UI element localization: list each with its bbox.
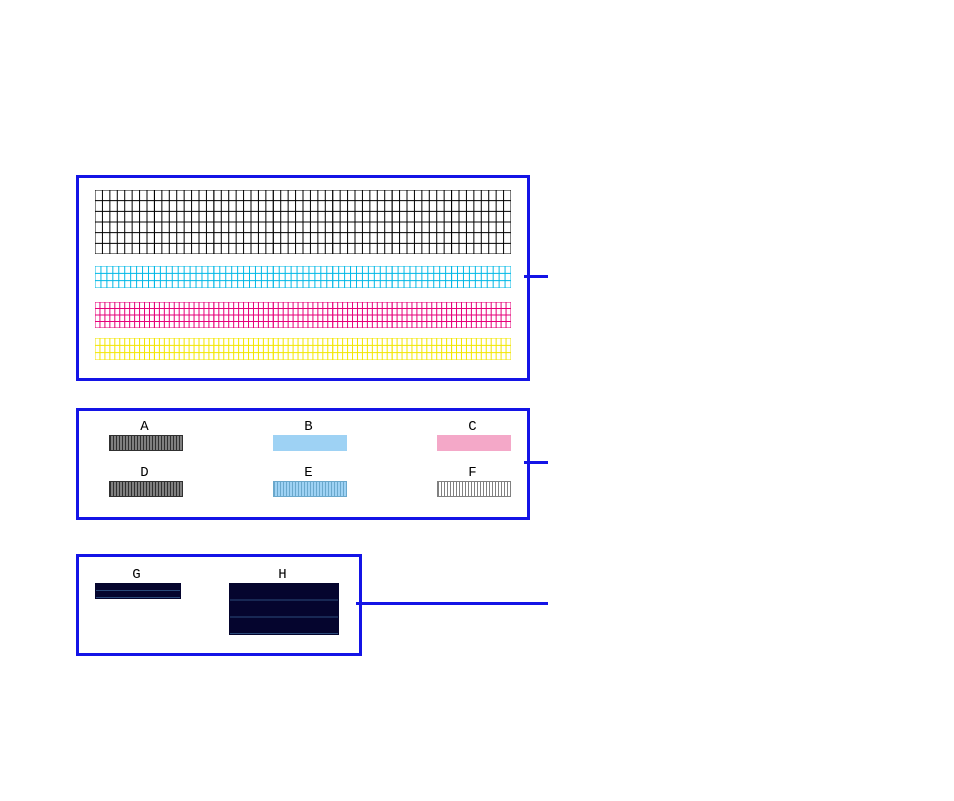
grid-band [95, 338, 511, 360]
grid-band [95, 302, 511, 328]
swatch-cell: F [437, 465, 509, 497]
panel-blocks: GH [76, 554, 362, 656]
swatch-label: C [437, 419, 509, 435]
block-box [95, 583, 181, 599]
panel-grid-bands [76, 175, 530, 381]
block-label: H [229, 567, 337, 583]
swatch-box [109, 481, 183, 497]
swatch-cell: D [109, 465, 181, 497]
grid-band [95, 190, 511, 254]
swatch-cell: C [437, 419, 509, 451]
swatch-box [273, 435, 347, 451]
block-cell: H [229, 567, 337, 635]
block-cell: G [95, 567, 179, 599]
grid-band [95, 266, 511, 288]
connector-panel1 [524, 275, 548, 278]
page-root: ABCDEF GH [0, 0, 954, 801]
swatch-label: A [109, 419, 181, 435]
swatch-box [273, 481, 347, 497]
connector-panel3 [356, 602, 548, 605]
connector-panel2 [524, 461, 548, 464]
swatch-box [437, 481, 511, 497]
block-label: G [95, 567, 179, 583]
swatch-box [437, 435, 511, 451]
swatch-label: B [273, 419, 345, 435]
swatch-box [109, 435, 183, 451]
swatch-label: E [273, 465, 345, 481]
swatch-label: F [437, 465, 509, 481]
block-box [229, 583, 339, 635]
swatch-cell: B [273, 419, 345, 451]
swatch-label: D [109, 465, 181, 481]
panel-swatches: A B C D E F [76, 408, 530, 520]
swatch-cell: E [273, 465, 345, 497]
swatch-cell: A [109, 419, 181, 451]
